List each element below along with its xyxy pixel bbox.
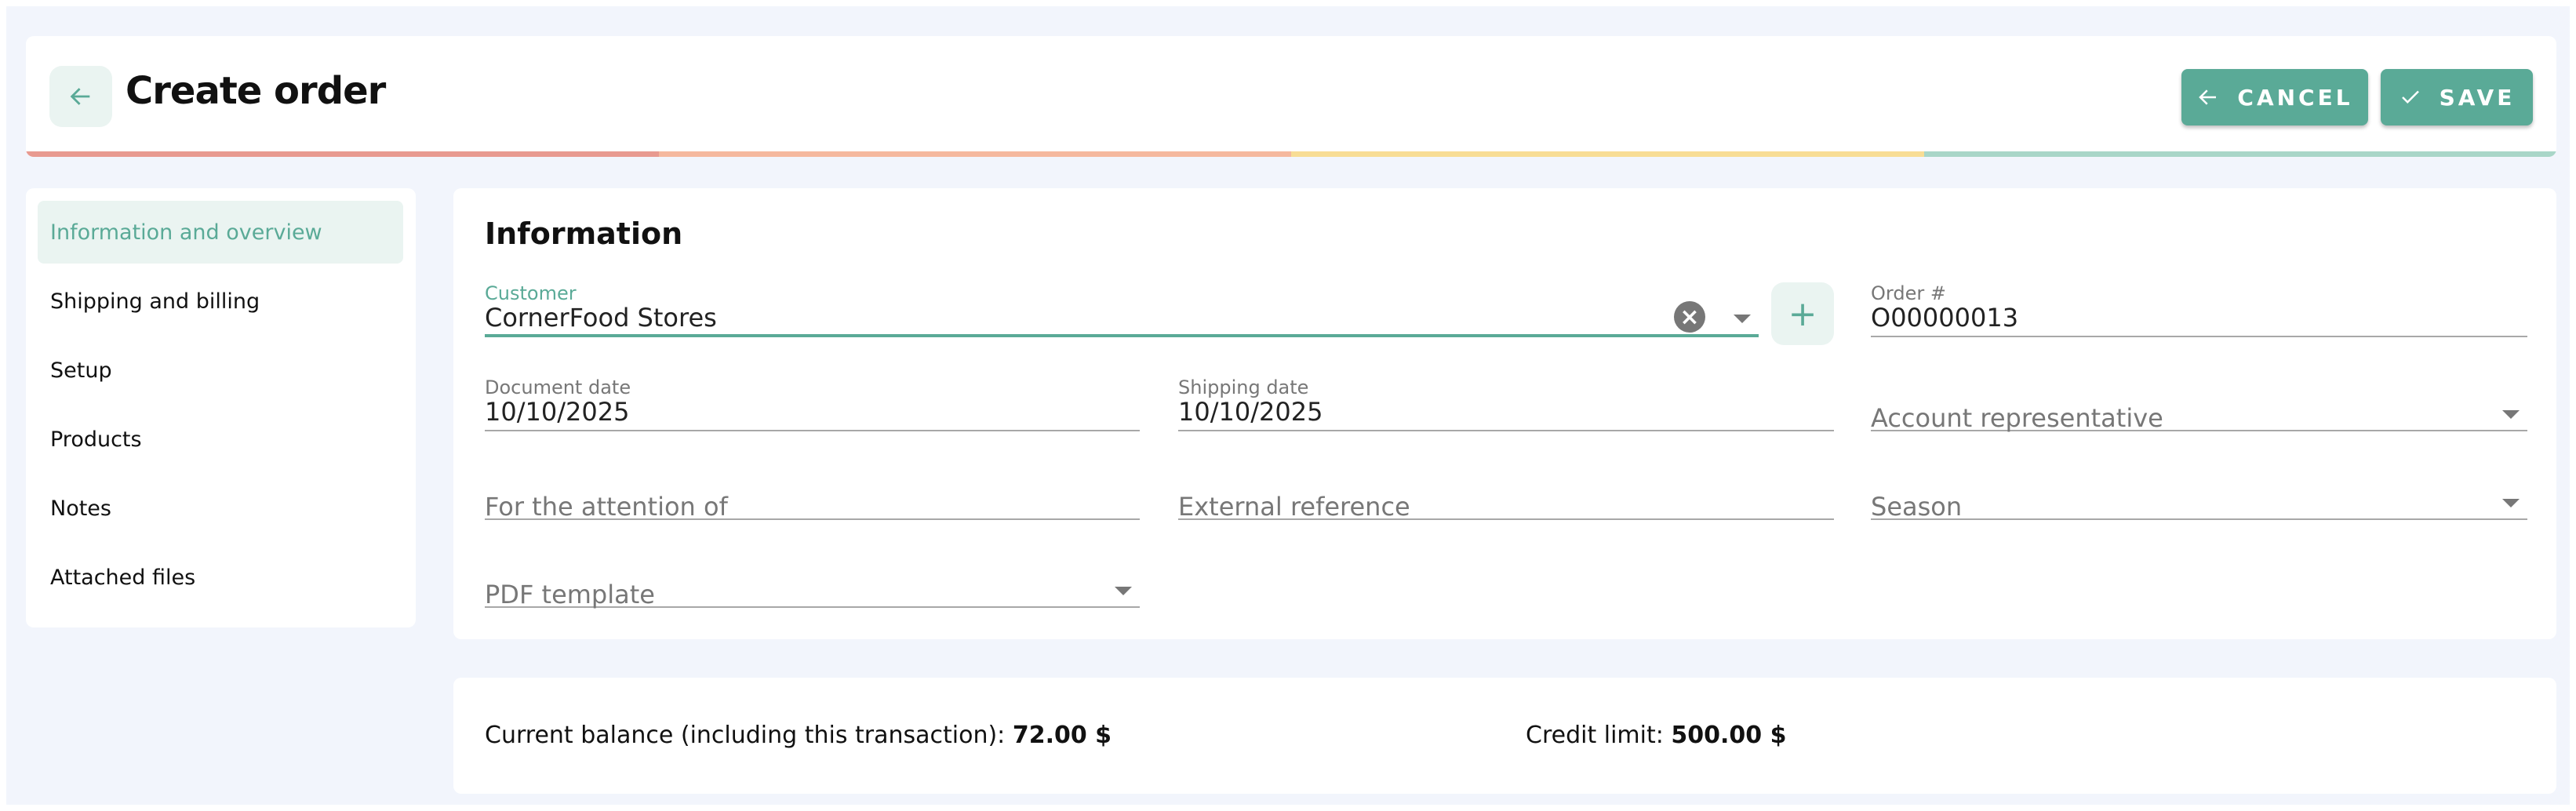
back-button[interactable]	[49, 66, 112, 127]
customer-label: Customer	[485, 282, 577, 304]
current-balance: Current balance (including this transact…	[485, 722, 1112, 749]
season-select[interactable]: Season	[1871, 465, 2527, 522]
information-card: Information Customer CornerFood Stores ×…	[453, 188, 2556, 639]
season-placeholder: Season	[1871, 492, 1963, 522]
document-date-value: 10/10/2025	[485, 397, 630, 427]
account-representative-select[interactable]: Account representative	[1871, 376, 2527, 433]
document-date-label: Document date	[485, 376, 631, 398]
shipping-date-label: Shipping date	[1178, 376, 1309, 398]
shipping-date-value: 10/10/2025	[1178, 397, 1323, 427]
pdf-template-placeholder: PDF template	[485, 580, 655, 609]
pdf-template-select[interactable]: PDF template	[485, 553, 1140, 609]
shipping-date-field[interactable]: Shipping date 10/10/2025	[1178, 376, 1834, 431]
progress-segment	[658, 151, 1291, 157]
sidebar: Information and overview Shipping and bi…	[26, 188, 416, 627]
section-title: Information	[485, 216, 683, 251]
progress-segment	[1291, 151, 1924, 157]
arrow-left-icon	[70, 88, 90, 105]
save-button[interactable]: SAVE	[2381, 69, 2533, 125]
credit-limit-label: Credit limit:	[1526, 722, 1664, 749]
order-number-value: O00000013	[1871, 303, 2019, 333]
document-date-field[interactable]: Document date 10/10/2025	[485, 376, 1140, 431]
progress-bar	[26, 151, 2556, 157]
plus-icon: +	[1788, 293, 1817, 334]
attention-placeholder: For the attention of	[485, 492, 728, 522]
credit-limit: Credit limit: 500.00 $	[1526, 722, 1787, 749]
sidebar-item-setup[interactable]: Setup	[50, 358, 112, 383]
current-balance-label: Current balance (including this transact…	[485, 722, 1006, 749]
chevron-down-icon[interactable]	[1115, 587, 1132, 595]
chevron-down-icon[interactable]	[2502, 499, 2520, 507]
page-title: Create order	[126, 69, 386, 113]
credit-limit-value: 500.00 $	[1671, 722, 1787, 749]
chevron-down-icon[interactable]	[2502, 410, 2520, 419]
sidebar-item-information[interactable]: Information and overview	[38, 201, 403, 264]
add-customer-button[interactable]: +	[1771, 282, 1834, 345]
customer-select[interactable]: Customer CornerFood Stores ×	[485, 282, 1759, 337]
account-representative-placeholder: Account representative	[1871, 403, 2163, 433]
header-card: Create order CANCEL SAVE	[26, 36, 2556, 157]
cancel-button[interactable]: CANCEL	[2181, 69, 2368, 125]
external-reference-placeholder: External reference	[1178, 492, 1410, 522]
check-icon	[2401, 90, 2419, 104]
external-reference-field[interactable]: External reference	[1178, 465, 1834, 522]
balance-card: Current balance (including this transact…	[453, 678, 2556, 794]
customer-value: CornerFood Stores	[485, 303, 717, 333]
current-balance-value: 72.00 $	[1012, 722, 1112, 749]
sidebar-item-shipping[interactable]: Shipping and billing	[50, 289, 260, 314]
order-number-label: Order #	[1871, 282, 1946, 304]
arrow-left-icon	[2199, 89, 2217, 105]
order-number-field[interactable]: Order # O00000013	[1871, 282, 2527, 337]
clear-icon[interactable]: ×	[1674, 301, 1705, 333]
sidebar-item-products[interactable]: Products	[50, 427, 142, 452]
progress-segment	[1923, 151, 2556, 157]
sidebar-item-attached-files[interactable]: Attached files	[50, 565, 196, 590]
cancel-label: CANCEL	[2237, 84, 2353, 111]
chevron-down-icon[interactable]	[1734, 315, 1751, 323]
progress-segment	[26, 151, 659, 157]
attention-field[interactable]: For the attention of	[485, 465, 1140, 522]
sidebar-item-notes[interactable]: Notes	[50, 496, 111, 521]
save-label: SAVE	[2439, 84, 2516, 111]
